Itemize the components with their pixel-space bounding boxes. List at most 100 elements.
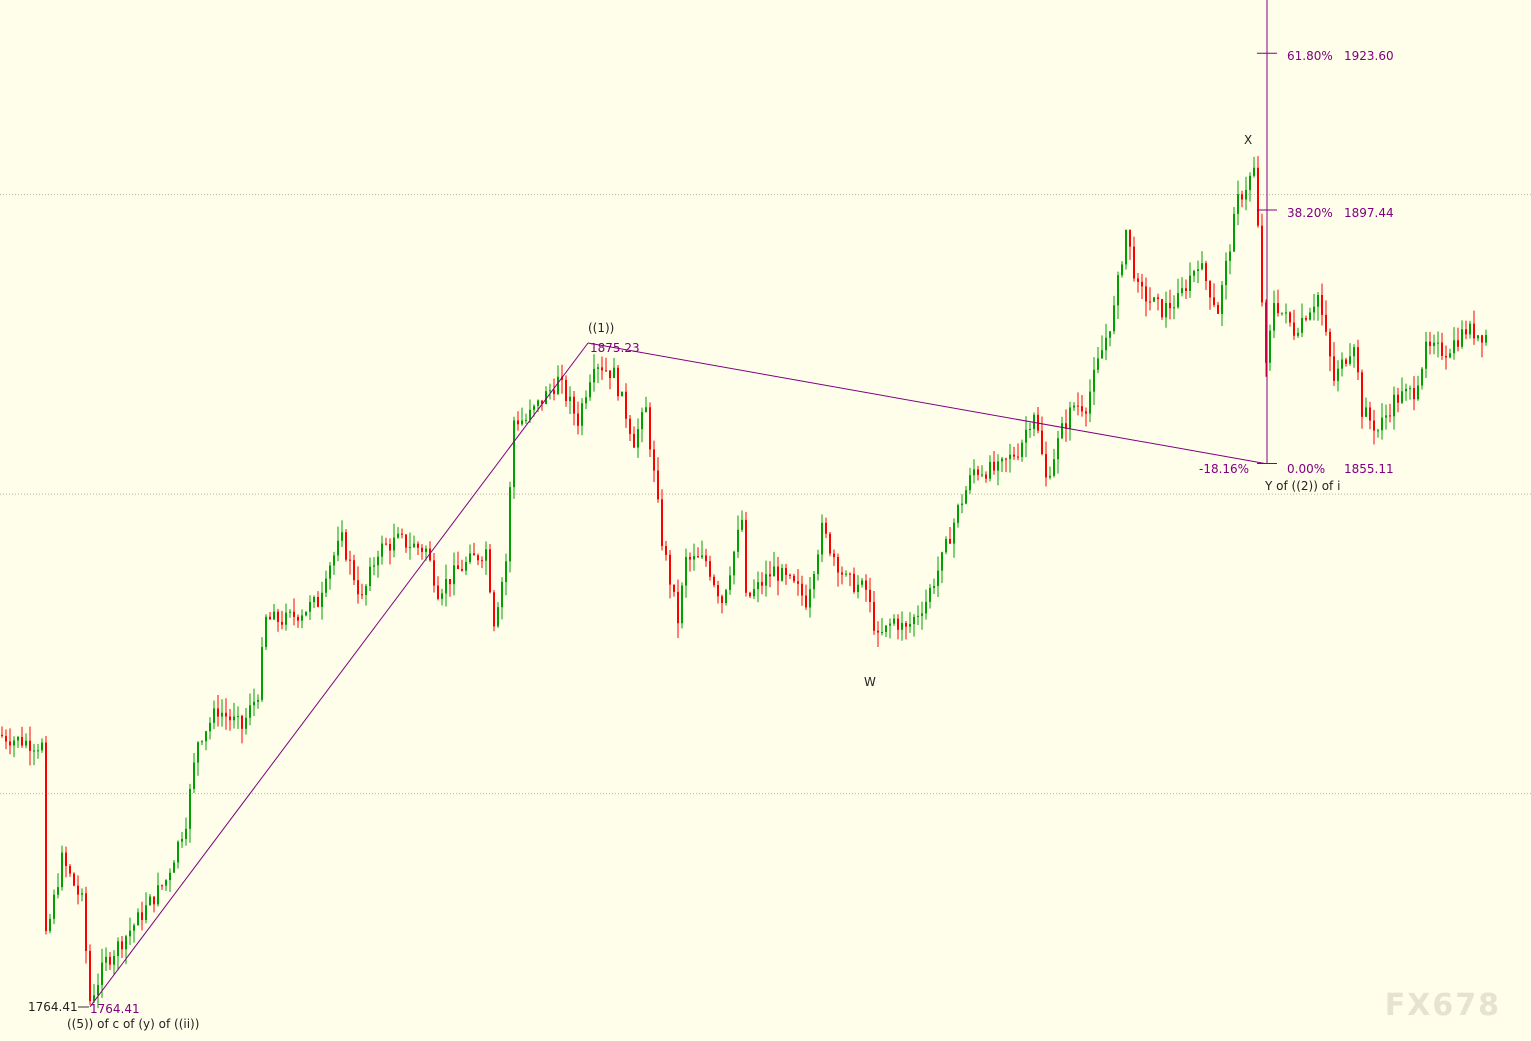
candle-body <box>1249 175 1251 190</box>
candle-body <box>9 741 11 746</box>
candle-body <box>93 995 95 1002</box>
candle-body <box>313 597 315 603</box>
candle-body <box>289 611 291 613</box>
candle-body <box>741 519 743 530</box>
candle-body <box>37 750 39 752</box>
candle-body <box>145 905 147 920</box>
candle-body <box>565 379 567 402</box>
candle-body <box>169 872 171 881</box>
candle-body <box>473 553 475 556</box>
candle-body <box>401 533 403 535</box>
candle-body <box>617 367 619 397</box>
candle-body <box>53 894 55 919</box>
candle-body <box>773 566 775 577</box>
candle-body <box>537 400 539 406</box>
candle-body <box>1349 356 1351 364</box>
candle-body <box>1157 297 1159 300</box>
candle-body <box>461 568 463 571</box>
candle-body <box>1397 394 1399 403</box>
candle-body <box>1085 411 1087 414</box>
candle-body <box>589 382 591 398</box>
candle-body <box>1405 388 1407 392</box>
candle-body <box>437 585 439 599</box>
candle-body <box>457 565 459 569</box>
candle-body <box>321 592 323 607</box>
candle-body <box>81 893 83 895</box>
candle-body <box>941 552 943 571</box>
candle-body <box>441 593 443 599</box>
candle-body <box>1233 213 1235 252</box>
candle-body <box>253 701 255 706</box>
candle-body <box>1485 335 1487 343</box>
candle-body <box>141 912 143 920</box>
candle-body <box>1237 194 1239 214</box>
candle-body <box>1305 318 1307 320</box>
candle-body <box>1073 405 1075 408</box>
candle-body <box>1093 369 1095 392</box>
candle-body <box>1013 454 1015 457</box>
candle-body <box>69 866 71 874</box>
candle-body <box>865 580 867 590</box>
candle-body <box>749 592 751 597</box>
candle-body <box>1033 414 1035 429</box>
candle-body <box>165 880 167 886</box>
candle-body <box>1001 458 1003 462</box>
candle-body <box>829 533 831 554</box>
candle-body <box>1113 305 1115 332</box>
candle-body <box>1353 347 1355 357</box>
candle-body <box>837 557 839 573</box>
candle-body <box>1361 372 1363 417</box>
candle-body <box>1421 368 1423 386</box>
candle-body <box>645 407 647 413</box>
candle-body <box>1453 340 1455 354</box>
candle-body <box>213 708 215 723</box>
candle-body <box>861 580 863 585</box>
candle-body <box>21 736 23 746</box>
candle-body <box>1285 312 1287 314</box>
candle-body <box>689 556 691 560</box>
candle-body <box>249 705 251 718</box>
candle-body <box>641 412 643 430</box>
candle-body <box>73 873 75 886</box>
candle-body <box>665 546 667 555</box>
candle-body <box>413 543 415 548</box>
candle-body <box>1165 302 1167 318</box>
candle-body <box>305 611 307 616</box>
candle-body <box>1109 331 1111 338</box>
candle-body <box>1273 303 1275 331</box>
candle-body <box>989 461 991 479</box>
candle-body <box>161 885 163 887</box>
candle-body <box>1217 304 1219 314</box>
candle-body <box>369 566 371 587</box>
candle-body <box>1025 429 1027 443</box>
candle-body <box>733 551 735 576</box>
candle-body <box>801 583 803 596</box>
candle-body <box>793 575 795 582</box>
candle-body <box>745 519 747 593</box>
fib-382-ratio: 38.20% <box>1287 206 1333 220</box>
candle-body <box>1441 342 1443 356</box>
candle-body <box>857 584 859 592</box>
candle-body <box>1377 430 1379 432</box>
wave-low-label: ((5)) of c of (y) of ((ii)) <box>67 1017 200 1031</box>
candle-body <box>1277 303 1279 314</box>
candle-body <box>629 418 631 434</box>
candle-body <box>1269 330 1271 363</box>
candle-body <box>1389 415 1391 417</box>
candle-body <box>385 543 387 545</box>
candle-body <box>585 397 587 404</box>
candle-body <box>1161 299 1163 318</box>
candle-body <box>1009 454 1011 459</box>
candle-body <box>1265 302 1267 363</box>
candle-body <box>997 461 999 471</box>
candle-body <box>221 712 223 717</box>
candle-body <box>1101 350 1103 359</box>
candle-body <box>901 622 903 630</box>
candle-body <box>1069 407 1071 429</box>
candle-body <box>897 618 899 630</box>
candle-body <box>769 574 771 577</box>
candle-body <box>33 750 35 752</box>
candle-body <box>737 529 739 552</box>
candle-body <box>373 565 375 567</box>
candle-body <box>1473 323 1475 339</box>
